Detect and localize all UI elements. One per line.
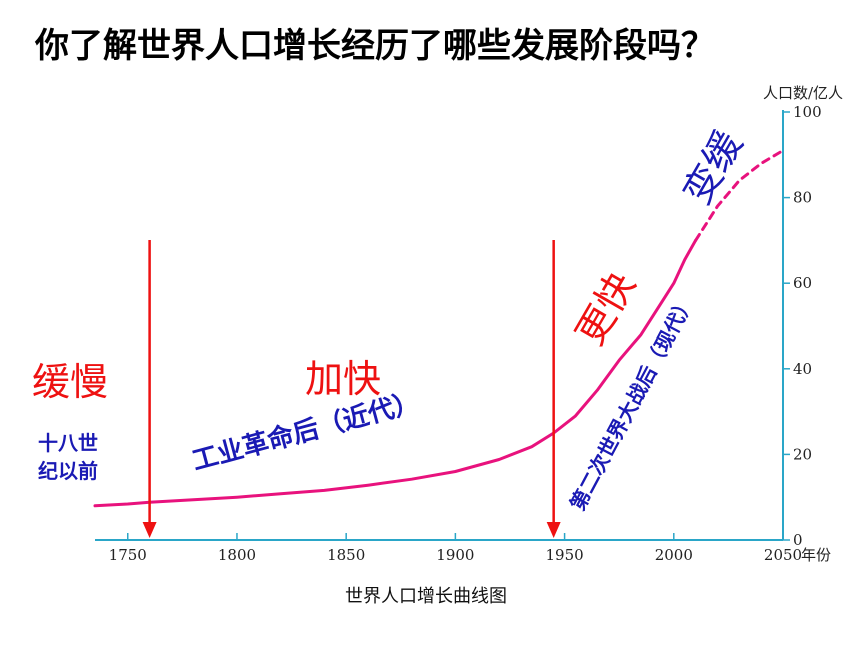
population-curve [93, 238, 698, 508]
x-axis-unit: 年份 [801, 546, 831, 564]
x-tick-label: 1800 [218, 546, 256, 564]
x-tick-label: 2000 [655, 546, 693, 564]
chart-series [93, 149, 785, 508]
label-slow: 缓慢 [32, 360, 108, 404]
chart-caption: 世界人口增长曲线图 [345, 586, 507, 607]
x-tick-label: 1750 [109, 546, 147, 564]
x-tick-label: 2050 [764, 546, 802, 564]
label-faster: 加快 [305, 357, 381, 401]
x-tick-label: 1850 [327, 546, 365, 564]
era-divider-arrowhead [546, 522, 561, 538]
y-tick-label: 20 [793, 445, 812, 463]
y-tick-label: 60 [793, 274, 812, 292]
label-slowing: 变缓 [675, 124, 751, 212]
label-pre18-line2: 纪以前 [38, 459, 98, 483]
label-pre18-line1: 十八世 [38, 431, 98, 455]
y-tick-label: 100 [793, 103, 822, 121]
x-tick-label: 1900 [436, 546, 474, 564]
chart-markers [142, 240, 561, 538]
population-projection-curve [694, 149, 785, 242]
y-tick-label: 40 [793, 360, 812, 378]
y-tick-label: 0 [793, 531, 803, 549]
label-fastest: 更快 [568, 265, 644, 353]
era-divider-arrowhead [142, 522, 157, 538]
x-tick-label: 1950 [545, 546, 583, 564]
y-tick-label: 80 [793, 189, 812, 207]
y-axis-label: 人口数/亿人 [763, 84, 843, 102]
page-title: 你了解世界人口增长经历了哪些发展阶段吗？ [34, 26, 715, 66]
